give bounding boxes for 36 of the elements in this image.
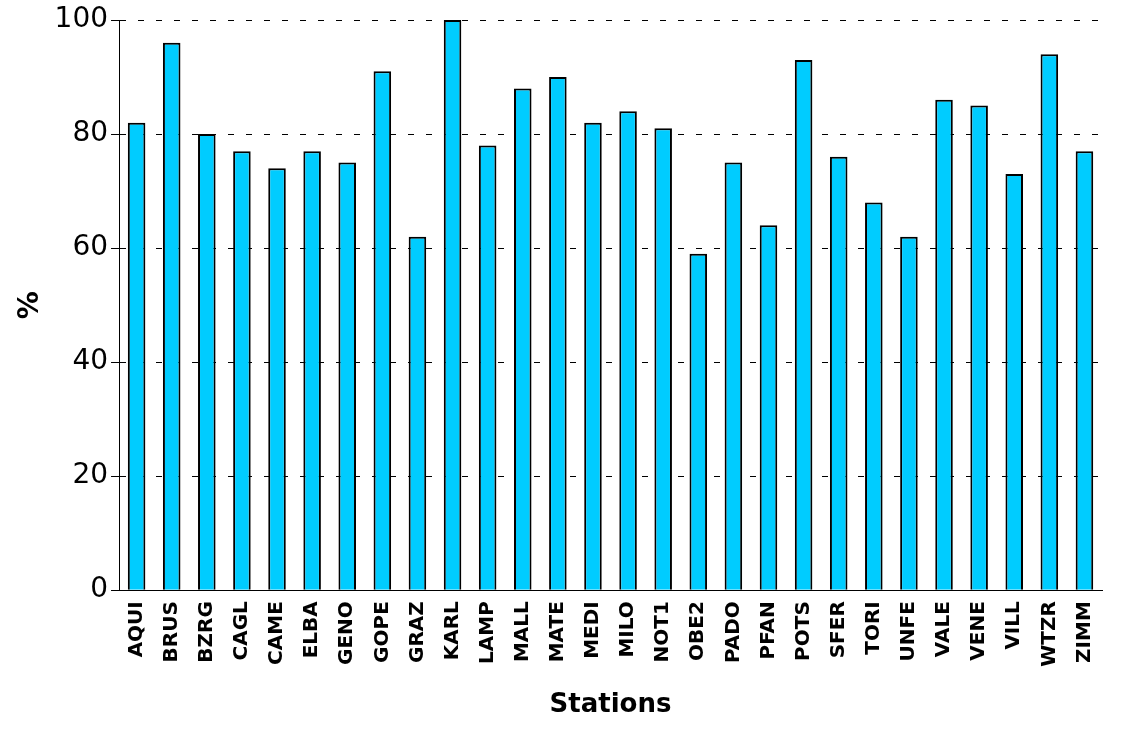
x-tick-label: MATE (544, 601, 569, 663)
x-tick-label: UNFE (895, 601, 920, 662)
x-tick-label: BRUS (157, 601, 182, 663)
x-tick-label: VALE (930, 601, 955, 658)
y-tick-label: 60 (72, 229, 109, 263)
x-tick-label: ZIMM (1070, 601, 1095, 663)
y-axis-title: % (12, 291, 46, 320)
x-tick-label: CAGL (228, 600, 253, 661)
x-tick-label: CAME (263, 601, 288, 665)
x-tick-label: MEDI (579, 601, 604, 659)
y-tick-label: 100 (54, 1, 109, 35)
x-tick-label: PADO (719, 601, 744, 664)
x-tick-label: OBE2 (684, 601, 709, 662)
y-tick-label: 0 (90, 571, 109, 605)
y-tick-label: 20 (72, 457, 109, 491)
x-tick-label: VENE (965, 601, 990, 661)
x-tick-label: VILL (1000, 600, 1025, 650)
x-tick-label: PFAN (754, 601, 779, 660)
x-tick-label: MILO (614, 601, 639, 658)
x-tick-label: WTZR (1035, 601, 1060, 667)
x-axis-title: Stations (549, 688, 672, 719)
x-tick-label: GRAZ (403, 601, 428, 663)
x-tick-label: MALL (508, 600, 533, 663)
x-tick-label: SFER (824, 601, 849, 659)
x-tick-label: NOT1 (649, 601, 674, 663)
x-tick-label: AQUI (122, 601, 147, 658)
x-tick-label: ELBA (298, 600, 323, 659)
x-tick-label: GENO (333, 601, 358, 666)
y-tick-label: 40 (72, 343, 109, 377)
x-tick-label: BZRG (193, 601, 218, 663)
x-tick-label: TORI (860, 601, 885, 655)
x-tick-label: LAMP (473, 601, 498, 664)
x-tick-label: POTS (789, 601, 814, 661)
y-tick-label: 80 (72, 115, 109, 149)
x-tick-label: GOPE (368, 601, 393, 663)
x-tick-label: KARL (438, 600, 463, 661)
